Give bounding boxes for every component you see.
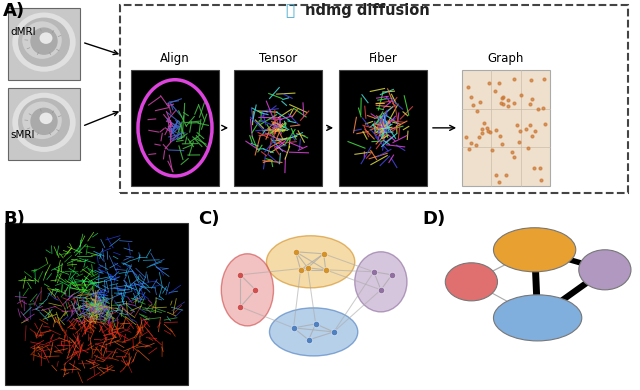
Ellipse shape — [139, 81, 211, 175]
Ellipse shape — [40, 113, 52, 124]
Bar — [8, 88, 80, 160]
Text: D): D) — [422, 210, 445, 228]
Bar — [131, 70, 219, 186]
Ellipse shape — [22, 21, 62, 59]
Text: Align: Align — [160, 52, 190, 65]
Ellipse shape — [40, 32, 52, 44]
Text: Tensor: Tensor — [259, 52, 297, 65]
Ellipse shape — [242, 81, 314, 175]
Ellipse shape — [266, 236, 355, 288]
Text: 🧠: 🧠 — [285, 3, 294, 18]
Ellipse shape — [12, 93, 76, 152]
Text: A): A) — [3, 2, 25, 20]
Ellipse shape — [30, 108, 58, 135]
Ellipse shape — [221, 254, 273, 326]
Ellipse shape — [445, 263, 497, 301]
Text: dMRI: dMRI — [10, 27, 36, 37]
Ellipse shape — [30, 27, 58, 55]
Text: B): B) — [3, 210, 25, 228]
Bar — [462, 70, 550, 186]
Ellipse shape — [18, 98, 70, 147]
Text: Fiber: Fiber — [369, 52, 397, 65]
Bar — [234, 70, 322, 186]
Text: ndmg diffusion: ndmg diffusion — [305, 3, 429, 18]
Ellipse shape — [18, 18, 70, 67]
Ellipse shape — [12, 12, 76, 72]
Ellipse shape — [22, 101, 62, 139]
Bar — [339, 70, 427, 186]
Bar — [5, 223, 188, 385]
Ellipse shape — [493, 228, 576, 272]
Ellipse shape — [355, 252, 407, 312]
Text: sMRI: sMRI — [10, 130, 35, 140]
Text: C): C) — [198, 210, 220, 228]
Ellipse shape — [269, 308, 358, 356]
Ellipse shape — [579, 250, 631, 290]
Bar — [8, 8, 80, 80]
Ellipse shape — [347, 81, 419, 175]
Ellipse shape — [493, 295, 582, 341]
Text: Graph: Graph — [488, 52, 524, 65]
